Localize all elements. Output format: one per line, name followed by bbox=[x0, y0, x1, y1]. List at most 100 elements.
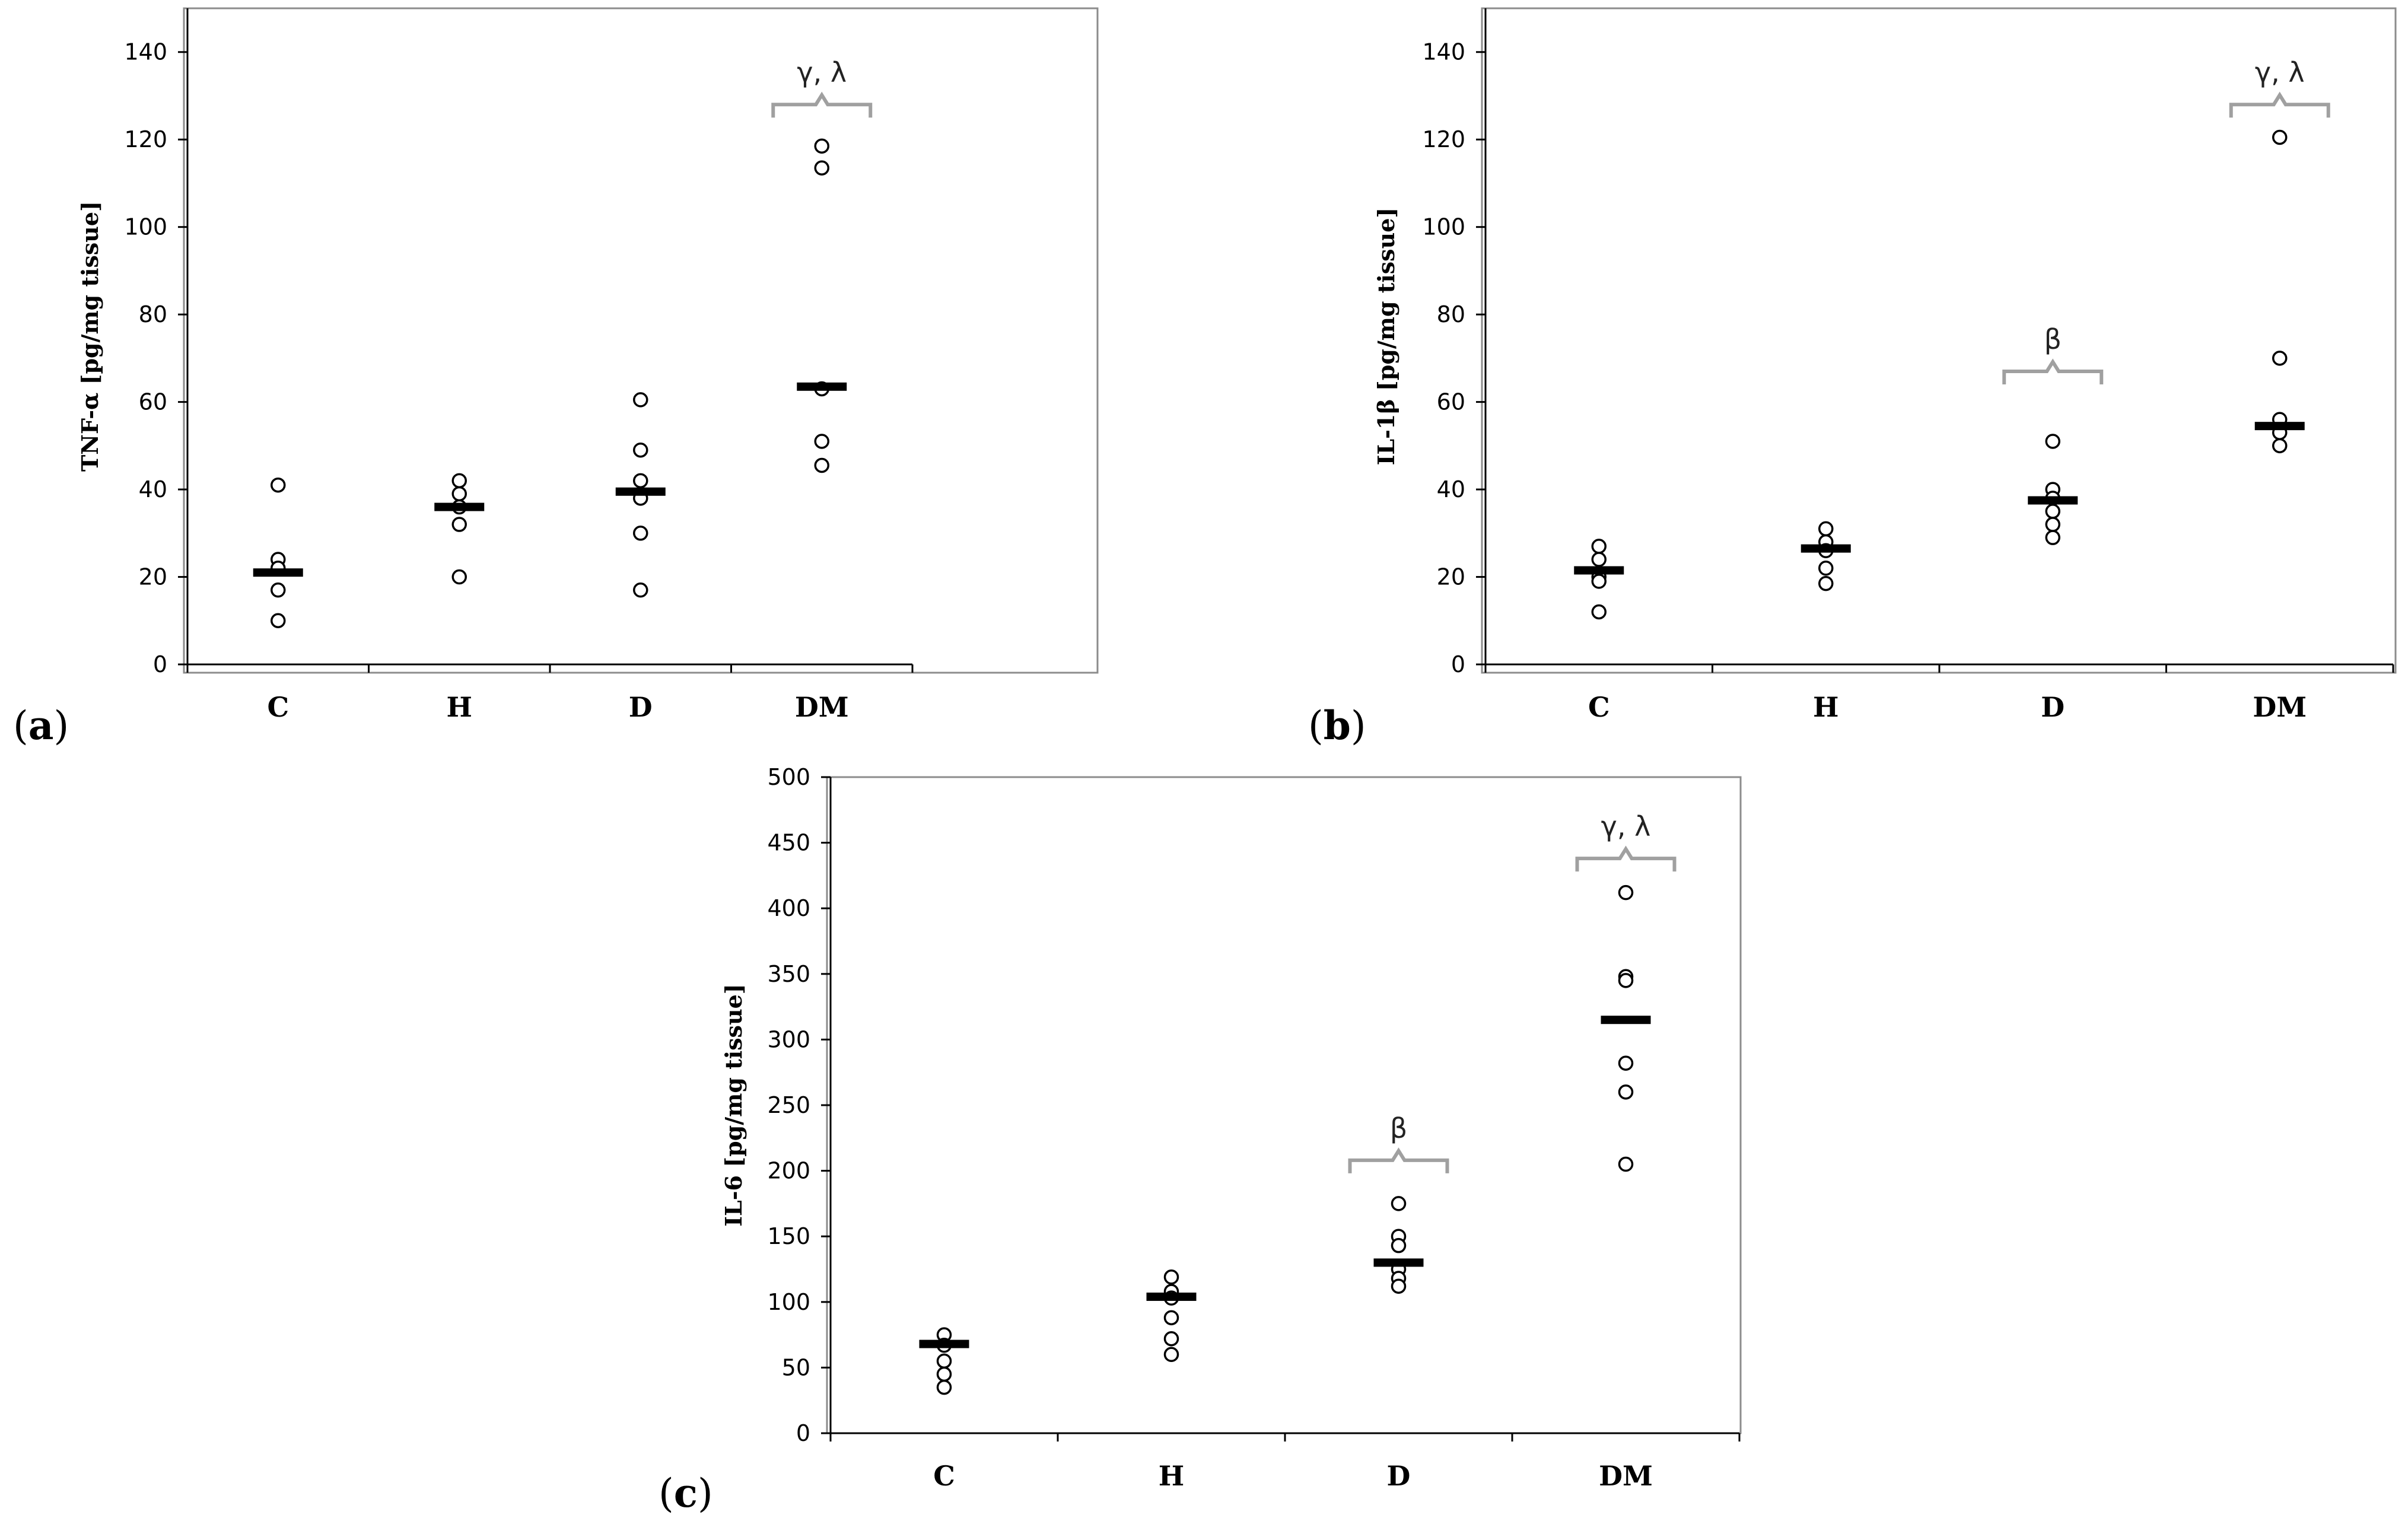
y-tick-label: 80 bbox=[139, 301, 167, 327]
significance-bracket bbox=[2002, 358, 2104, 384]
median-bar-c bbox=[1574, 566, 1624, 575]
y-tick-label: 450 bbox=[767, 830, 810, 856]
category-label-d: D bbox=[1387, 1460, 1411, 1492]
y-tick-label: 140 bbox=[1422, 39, 1465, 65]
category-label-dm: DM bbox=[2253, 691, 2307, 723]
y-tick-label: 0 bbox=[1451, 651, 1465, 677]
data-point-c bbox=[271, 613, 286, 629]
plot-frame bbox=[1481, 7, 2397, 674]
data-point-dm bbox=[2272, 438, 2288, 454]
category-label-d: D bbox=[2041, 691, 2065, 723]
y-tick-label: 500 bbox=[767, 764, 810, 790]
data-point-c bbox=[271, 582, 286, 598]
data-point-h bbox=[1818, 521, 1834, 537]
data-point-dm bbox=[1618, 884, 1634, 900]
median-bar-dm bbox=[1601, 1016, 1651, 1024]
y-tick-label: 50 bbox=[782, 1354, 810, 1380]
data-point-h bbox=[1818, 561, 1834, 576]
panel-label-a: (a) bbox=[13, 702, 69, 749]
data-point-d bbox=[1391, 1278, 1407, 1294]
y-tick-label: 20 bbox=[1437, 564, 1465, 590]
y-tick-label: 250 bbox=[767, 1092, 810, 1118]
data-point-h bbox=[451, 486, 467, 502]
y-tick-label: 200 bbox=[767, 1158, 810, 1184]
data-point-dm bbox=[814, 434, 829, 449]
data-point-c bbox=[1591, 574, 1607, 589]
data-point-h bbox=[1163, 1347, 1179, 1363]
category-label-c: C bbox=[267, 691, 289, 723]
y-tick-label: 400 bbox=[767, 895, 810, 921]
y-tick-label: 350 bbox=[767, 961, 810, 987]
data-point-h bbox=[1163, 1269, 1179, 1285]
y-tick-label: 0 bbox=[153, 651, 167, 677]
y-tick-label: 300 bbox=[767, 1026, 810, 1052]
category-label-dm: DM bbox=[795, 691, 849, 723]
data-point-d bbox=[2045, 530, 2060, 545]
panel-label-b: (b) bbox=[1308, 702, 1366, 749]
significance-bracket bbox=[2229, 91, 2330, 118]
data-point-dm bbox=[814, 138, 829, 154]
data-point-h bbox=[1818, 575, 1834, 591]
median-bar-dm bbox=[797, 382, 847, 391]
median-bar-dm bbox=[2254, 422, 2305, 431]
data-point-h bbox=[1163, 1331, 1179, 1347]
data-point-dm bbox=[814, 457, 829, 473]
data-point-c bbox=[936, 1379, 952, 1395]
median-bar-d bbox=[615, 487, 666, 496]
category-label-h: H bbox=[447, 691, 472, 723]
data-point-dm bbox=[1618, 1055, 1634, 1071]
y-tick-label: 40 bbox=[1437, 476, 1465, 502]
y-tick-label: 120 bbox=[1422, 126, 1465, 152]
category-label-c: C bbox=[933, 1460, 955, 1492]
median-bar-d bbox=[1373, 1258, 1424, 1267]
median-bar-h bbox=[1801, 544, 1851, 553]
data-point-dm bbox=[1618, 1156, 1634, 1172]
y-tick-label: 80 bbox=[1437, 301, 1465, 327]
median-bar-h bbox=[1146, 1292, 1197, 1301]
y-tick-label: 100 bbox=[767, 1289, 810, 1315]
y-tick-label: 0 bbox=[796, 1420, 810, 1446]
y-axis-label: IL-1β [pg/mg tissue] bbox=[1373, 208, 1399, 466]
data-point-c bbox=[936, 1366, 952, 1382]
data-point-d bbox=[2045, 517, 2060, 532]
data-point-h bbox=[451, 569, 467, 585]
data-point-h bbox=[451, 517, 467, 532]
category-label-d: D bbox=[629, 691, 653, 723]
data-point-d bbox=[1391, 1237, 1407, 1253]
data-point-dm bbox=[1618, 1084, 1634, 1100]
chart-panel-c: 0 50 100 150 200 250 300 350 400 450 500 C H D DM IL-6 … bbox=[659, 764, 1742, 1516]
y-tick-label: 100 bbox=[1422, 214, 1465, 240]
y-tick-label: 150 bbox=[767, 1223, 810, 1249]
significance-label: γ, λ bbox=[797, 56, 847, 88]
y-tick-label: 20 bbox=[139, 564, 167, 590]
significance-label: β bbox=[1390, 1112, 1407, 1144]
category-label-dm: DM bbox=[1599, 1460, 1653, 1492]
median-bar-h bbox=[434, 502, 485, 511]
data-point-h bbox=[1163, 1310, 1179, 1326]
data-point-c bbox=[1591, 552, 1607, 567]
chart-panel-a: 0 20 40 60 80 100 120 140 C H D DM TNF-α [pg/mg tiss… bbox=[13, 7, 1099, 749]
data-point-d bbox=[2045, 434, 2060, 449]
y-tick-label: 120 bbox=[124, 126, 167, 152]
data-point-c bbox=[936, 1353, 952, 1369]
significance-label: γ, λ bbox=[1601, 810, 1651, 842]
plot-frame bbox=[183, 7, 1099, 674]
median-bar-c bbox=[919, 1339, 969, 1348]
data-point-dm bbox=[814, 160, 829, 176]
y-tick-label: 140 bbox=[124, 39, 167, 65]
data-point-dm bbox=[2272, 129, 2288, 145]
significance-bracket bbox=[1575, 845, 1677, 872]
y-tick-label: 60 bbox=[1437, 389, 1465, 415]
y-tick-label: 100 bbox=[124, 214, 167, 240]
y-tick-label: 60 bbox=[139, 389, 167, 415]
data-point-d bbox=[633, 392, 648, 408]
data-point-dm bbox=[1618, 973, 1634, 988]
data-point-dm bbox=[2272, 351, 2288, 366]
y-tick-label: 40 bbox=[139, 476, 167, 502]
median-bar-c bbox=[253, 568, 303, 577]
significance-bracket bbox=[1348, 1147, 1449, 1173]
significance-bracket bbox=[771, 91, 873, 118]
panel-label-c: (c) bbox=[659, 1470, 713, 1516]
category-label-h: H bbox=[1813, 691, 1838, 723]
